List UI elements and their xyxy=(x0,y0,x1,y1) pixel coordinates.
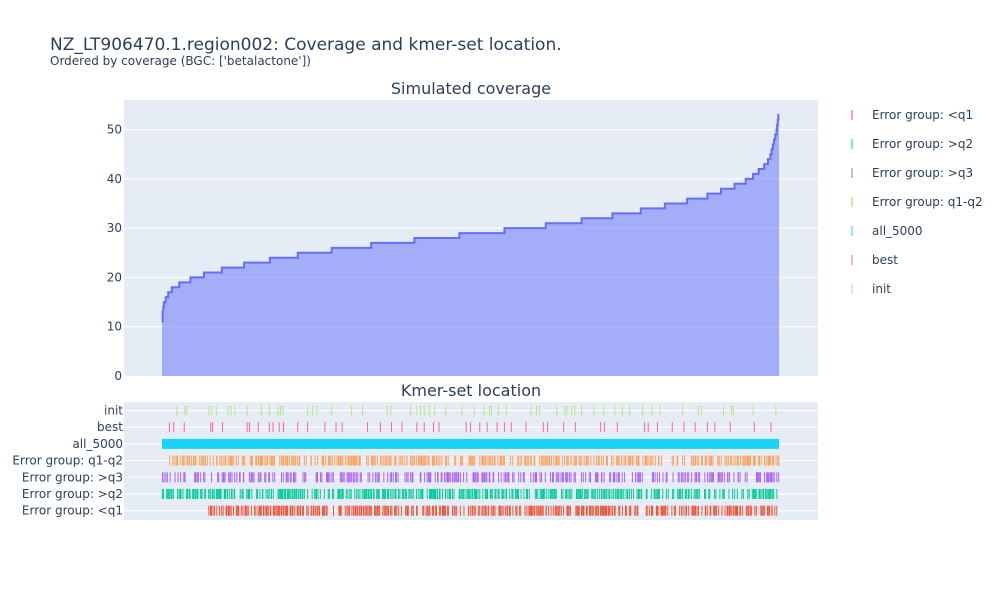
legend: Error group: <q1 Error group: >q2 Error gr… xyxy=(851,108,983,296)
legend-label: Error group: >q3 xyxy=(872,166,973,180)
legend-item: init xyxy=(851,282,891,296)
y-tick-label: 40 xyxy=(107,172,122,186)
legend-item: Error group: q1-q2 xyxy=(851,195,983,209)
figure-subtitle: Ordered by coverage (BGC: ['betalactone'… xyxy=(50,54,311,68)
figure-title: NZ_LT906470.1.region002: Coverage and km… xyxy=(50,35,562,55)
legend-item: best xyxy=(851,253,898,267)
y-tick-label: 30 xyxy=(107,221,122,235)
legend-label: all_5000 xyxy=(872,224,923,238)
legend-label: Error group: >q2 xyxy=(872,137,973,151)
coverage-area xyxy=(162,114,779,377)
legend-item: Error group: <q1 xyxy=(851,108,973,122)
kmer-panel: init best all_5000 Error group: q1-q2 Error … xyxy=(12,402,818,520)
kmer-row-marks xyxy=(176,405,777,416)
y-tick-label: 20 xyxy=(107,270,122,284)
coverage-panel-title: Simulated coverage xyxy=(391,79,551,98)
legend-label: Error group: <q1 xyxy=(872,108,973,122)
legend-label: init xyxy=(872,282,891,296)
kmer-row-label: best xyxy=(97,420,123,434)
kmer-row-marks xyxy=(161,489,778,499)
kmer-row-marks xyxy=(161,472,780,483)
kmer-panel-title: Kmer-set location xyxy=(401,381,541,400)
kmer-row-marks xyxy=(168,422,772,433)
legend-label: best xyxy=(872,253,898,267)
kmer-mark xyxy=(162,438,779,449)
kmer-row-label: Error group: q1-q2 xyxy=(12,454,123,468)
legend-item: all_5000 xyxy=(851,224,923,238)
coverage-panel: 0 10 20 30 40 50 xyxy=(107,100,818,383)
legend-label: Error group: q1-q2 xyxy=(872,195,983,209)
legend-item: Error group: >q2 xyxy=(851,137,973,151)
kmer-row-marks xyxy=(162,438,779,449)
kmer-row-label: init xyxy=(104,404,123,418)
kmer-row-label: Error group: <q1 xyxy=(22,504,123,518)
kmer-row-label: Error group: >q2 xyxy=(22,487,123,501)
coverage-line xyxy=(161,113,780,323)
kmer-row-marks xyxy=(169,455,780,466)
y-tick-label: 50 xyxy=(107,123,122,137)
y-tick-label: 0 xyxy=(114,369,122,383)
y-tick-label: 10 xyxy=(107,320,122,334)
kmer-row-label: all_5000 xyxy=(72,437,123,451)
kmer-row-label: Error group: >q3 xyxy=(22,470,123,484)
kmer-row-marks xyxy=(208,505,778,516)
legend-item: Error group: >q3 xyxy=(851,166,973,180)
